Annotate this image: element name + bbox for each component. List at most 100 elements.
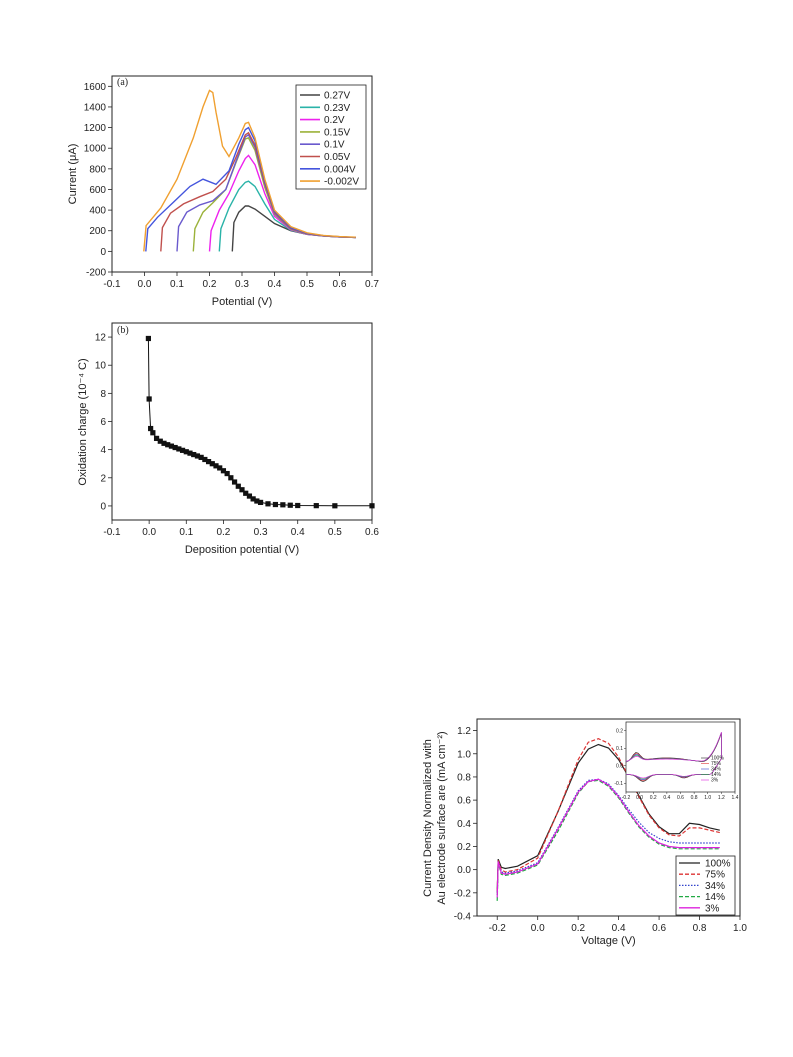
panel-a-y-tick-label: 200: [89, 226, 106, 237]
panel-a-x-tick-label: 0.6: [333, 279, 347, 290]
panel-b-data-point: [220, 468, 227, 474]
panel-a-legend-label: 0.2V: [324, 115, 345, 126]
panel-c-legend-label: 100%: [705, 859, 731, 870]
panel-b-data-point: [157, 438, 163, 444]
panel-c-x-tick-label: 0.4: [612, 923, 626, 934]
panel-c-inset-x-tick-label: 1.4: [732, 795, 739, 801]
panel-c-inset-x-tick-label: 1.0: [704, 795, 711, 801]
panel-a-legend-label: 0.27V: [324, 91, 350, 102]
panel-b-data-point: [183, 449, 189, 455]
panel-b-data-point: [231, 479, 238, 485]
panel-c-y-tick-label: 1.0: [457, 749, 471, 760]
panel-b-x-tick-label: 0.5: [328, 527, 342, 538]
panel-b-data-point: [235, 483, 241, 489]
panel-b-y-tick-label: 8: [100, 389, 106, 400]
panel-c-legend-label: 3%: [705, 903, 720, 914]
panel-c-y-tick-label: 0.0: [457, 865, 471, 876]
panel-b-data-point: [179, 447, 186, 453]
panel-c-inset-y-tick-label: 0.2: [616, 729, 623, 735]
panel-b-data-point: [205, 459, 212, 465]
panel-c-x-tick-label: 0.8: [693, 923, 707, 934]
panel-a-x-tick-label: 0.0: [138, 279, 152, 290]
panel-b-data-point: [246, 493, 253, 499]
panel-b-data-point: [257, 499, 264, 506]
panel-c-inset-x-tick-label: 0.8: [691, 795, 698, 801]
panel-c-y-axis-label-line1: Current Density Normalized with: [422, 739, 434, 897]
panel-c-series-line-2: [496, 778, 720, 896]
panel-b-data-point: [265, 501, 271, 507]
panel-b-data-point: [250, 496, 256, 502]
panel-a-x-tick-label: 0.7: [365, 279, 379, 290]
panel-c-inset-x-tick-label: 0.2: [650, 795, 657, 801]
panel-b-data-point: [213, 463, 219, 469]
panel-b-data-point: [217, 465, 223, 471]
panel-b-data-point: [148, 425, 154, 432]
panel-b-data-point: [243, 490, 249, 496]
panel-b-connecting-line: [147, 338, 372, 507]
panel-b-data-point: [369, 503, 375, 509]
panel-b-data-point: [287, 502, 293, 508]
panel-c-y-tick-label: 0.4: [457, 819, 471, 830]
panel-b-y-tick-label: 10: [95, 361, 107, 372]
panel-c-inset-x-tick-label: 1.2: [718, 795, 725, 801]
panel-b-data-point: [165, 442, 171, 448]
panel-b-label: (b): [117, 325, 129, 336]
panel-c-inset-cv-loop-4: [625, 731, 722, 779]
panel-a-y-tick-label: 600: [89, 185, 106, 196]
panel-c-y-tick-label: -0.2: [454, 888, 472, 899]
panel-a-x-tick-label: 0.3: [235, 279, 249, 290]
panel-b-data-point: [239, 487, 245, 493]
panel-b-x-tick-label: 0.6: [365, 527, 379, 538]
panel-c-inset-x-tick-label: 0.4: [663, 795, 670, 801]
panel-c-inset-y-tick-label: 0.0: [616, 764, 623, 770]
panel-c-x-tick-label: 0.2: [571, 923, 585, 934]
panel-b-data-point: [176, 446, 182, 452]
panel-b-x-tick-label: 0.3: [254, 527, 268, 538]
panel-c-y-tick-label: 1.2: [457, 726, 471, 737]
panel-c-series-line-0: [496, 743, 720, 893]
panel-c-legend-label: 14%: [705, 892, 725, 903]
panel-a-legend-label: 0.05V: [324, 152, 350, 163]
panel-b-data-point: [228, 475, 234, 481]
panel-b-data-point: [168, 443, 175, 449]
panel-b-y-tick-label: 0: [100, 501, 106, 512]
panel-a-y-axis-label: Current (μA): [67, 144, 79, 205]
panel-b-data-point: [295, 502, 301, 509]
panel-a-x-tick-label: 0.5: [300, 279, 314, 290]
panel-c-inset-y-tick-label: 0.1: [616, 746, 623, 752]
panel-b-data-point: [153, 435, 160, 441]
panel-b-x-tick-label: 0.1: [179, 527, 193, 538]
panel-b-data-point: [224, 470, 230, 477]
panel-a-y-tick-label: 0: [100, 247, 106, 258]
panel-c-x-tick-label: -0.2: [489, 923, 507, 934]
panel-b-y-tick-label: 6: [100, 417, 106, 428]
panel-b-data-point: [187, 450, 193, 456]
panel-a-legend-label: -0.002V: [324, 177, 359, 188]
panel-b-y-tick-label: 2: [100, 473, 106, 484]
panel-a-y-tick-label: 1200: [84, 123, 107, 134]
panel-c-inset-legend-label: 34%: [711, 767, 722, 773]
panel-a-y-tick-label: 1000: [84, 144, 107, 155]
panel-b-data-point: [146, 396, 152, 402]
panel-a-y-tick-label: 1600: [84, 82, 107, 93]
panel-a-x-tick-label: 0.4: [268, 279, 282, 290]
panel-b-x-tick-label: 0.4: [291, 527, 305, 538]
panel-a-legend-label: 0.23V: [324, 103, 350, 114]
panel-c-y-tick-label: -0.4: [454, 912, 472, 923]
panel-a-x-tick-label: -0.1: [103, 279, 121, 290]
panel-b-data-point: [332, 503, 338, 509]
panel-a-label: (a): [117, 77, 128, 88]
panel-a-y-tick-label: 800: [89, 164, 106, 175]
panel-c-y-tick-label: 0.8: [457, 772, 471, 783]
panel-b-data-point: [191, 451, 197, 458]
panel-b-y-axis-label: Oxidation charge (10⁻⁴ C): [77, 358, 89, 485]
panel-a-x-tick-label: 0.1: [170, 279, 184, 290]
panel-b-data-point: [198, 454, 204, 460]
panel-b-x-tick-label: 0.2: [216, 527, 230, 538]
panel-a-series-line-7: [143, 89, 356, 252]
panel-c-inset-x-tick-label: 0.6: [677, 795, 684, 801]
panel-a-legend-label: 0.1V: [324, 140, 345, 151]
panel-a-y-tick-label: 400: [89, 206, 106, 217]
panel-b-y-tick-label: 4: [100, 445, 106, 456]
